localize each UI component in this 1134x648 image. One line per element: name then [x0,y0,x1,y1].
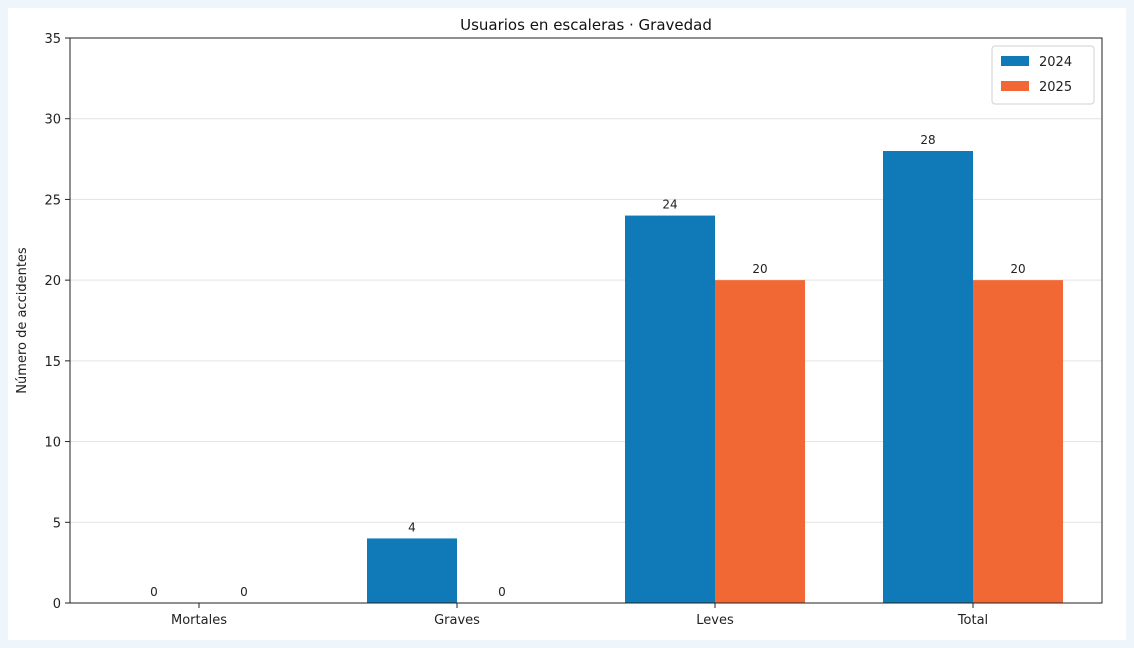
y-tick-label: 0 [53,597,61,612]
data-label: 0 [150,585,158,599]
y-tick-label: 5 [53,516,61,531]
bars [367,151,1063,604]
data-label: 24 [662,198,677,212]
plot-frame [69,37,1103,604]
legend-label-2024: 2024 [1039,55,1072,70]
data-label: 20 [1010,262,1025,276]
legend-swatch-2024 [1001,56,1029,66]
x-tick-label: Leves [696,613,734,628]
chart-card: Usuarios en escaleras · Gravedad Número … [8,8,1126,640]
legend-swatch-2025 [1001,81,1029,91]
grid-lines [70,37,1102,604]
bar-chart: Usuarios en escaleras · Gravedad Número … [15,16,1103,628]
legend: 2024 2025 [991,45,1095,105]
y-tick-label: 35 [44,32,61,47]
chart-title: Usuarios en escaleras · Gravedad [460,16,712,34]
data-label: 0 [240,585,248,599]
y-tick-label: 30 [44,113,61,128]
data-label: 4 [408,520,416,534]
y-tick-label: 20 [44,274,61,289]
x-tick-label: Total [957,613,988,628]
bar-total-2025 [973,280,1063,603]
data-labels: 0 0 4 0 24 20 28 20 [150,133,1025,599]
bar-total-2024 [883,151,973,603]
y-tick-label: 15 [44,355,61,370]
bar-leves-2024 [625,215,715,604]
x-tick-label: Graves [434,613,480,628]
legend-label-2025: 2025 [1039,80,1072,95]
y-tick-label: 10 [44,436,61,451]
data-label: 20 [752,262,767,276]
data-label: 28 [920,133,935,147]
data-label: 0 [498,585,506,599]
bar-leves-2025 [715,280,805,603]
y-axis-label: Número de accidentes [15,247,30,394]
bar-graves-2024 [367,538,457,603]
y-tick-label: 25 [44,193,61,208]
x-tick-label: Mortales [171,613,227,628]
